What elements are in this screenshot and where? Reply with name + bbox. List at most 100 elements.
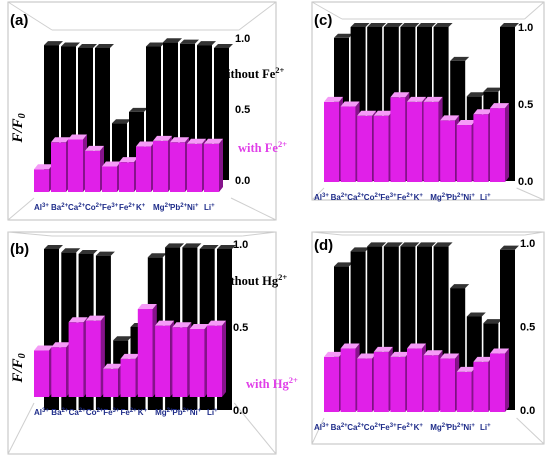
bar-with <box>407 348 422 412</box>
bar-with <box>68 322 84 397</box>
perspective-edge <box>311 187 325 201</box>
bar-with <box>423 101 439 182</box>
y-tick-label: 1.0 <box>233 239 248 251</box>
y-tick-label: 0.0 <box>235 175 250 187</box>
bar-with-top <box>423 350 443 356</box>
bar-without-top <box>417 242 436 247</box>
bar-with-top <box>324 96 343 102</box>
perspective-edge <box>7 1 53 31</box>
y-tick-label: 0.0 <box>233 405 248 417</box>
perspective-edge <box>516 187 545 201</box>
category-label: Pb2+ <box>172 408 190 417</box>
bar-with-top <box>340 101 360 107</box>
bar-with-top <box>373 110 393 116</box>
bar-with-top <box>440 353 460 359</box>
bar-with-side <box>505 348 509 412</box>
category-label: Ba2+ <box>51 203 69 212</box>
perspective-edge <box>7 197 35 221</box>
bar-without-top <box>367 23 387 27</box>
bar-with <box>155 325 171 397</box>
category-label: Co2+ <box>364 423 382 432</box>
bar-without-top <box>500 245 519 250</box>
bar-with <box>207 325 222 397</box>
bar-without-top <box>466 92 486 97</box>
panel-letter: (a) <box>10 12 28 29</box>
category-label: Mg2+ <box>155 408 174 417</box>
bar-with-top <box>357 110 377 116</box>
y-tick-label: 1.0 <box>520 238 535 250</box>
category-label: K+ <box>414 423 424 432</box>
legend-without: without Fe2+ <box>218 65 285 81</box>
bar-without-top <box>78 43 97 48</box>
bar-with <box>85 150 100 192</box>
y-tick-label: 1.0 <box>518 22 533 34</box>
bar-with-top <box>51 137 70 143</box>
y-tick-label: 0.0 <box>520 405 535 417</box>
bar-with <box>440 358 456 412</box>
bar-with <box>204 143 219 192</box>
bar-without-top <box>483 87 503 92</box>
bar-with <box>34 169 49 192</box>
bar-without-top <box>112 119 131 124</box>
y-axis-label: F/F0 <box>10 353 28 383</box>
bar-with-top <box>34 345 53 351</box>
y-tick-label: 0.5 <box>518 99 533 111</box>
bar-without-top <box>334 262 353 267</box>
perspective-edge <box>233 402 277 455</box>
bar-without-top <box>400 242 420 247</box>
legend-with: with Hg2+ <box>246 375 298 391</box>
category-label: Ca2+ <box>68 203 86 212</box>
panel-frame <box>7 1 277 221</box>
bar-with <box>340 348 356 412</box>
bar-with-top <box>136 141 155 147</box>
bar-with <box>490 108 505 182</box>
bar-without-top <box>129 107 148 112</box>
category-label: Fe3+ <box>380 193 397 202</box>
y-tick-label: 0.5 <box>520 322 535 334</box>
bar-without-top <box>182 243 202 248</box>
bar-without-top <box>146 42 165 47</box>
bar-with-top <box>120 353 140 359</box>
bar-with <box>136 146 151 192</box>
bar-with-top <box>456 366 476 372</box>
category-label: K+ <box>138 408 148 417</box>
bar-with <box>473 361 489 412</box>
bar-with-top <box>357 353 377 359</box>
category-label: Mg2+ <box>153 203 172 212</box>
bar-without-top <box>466 312 486 317</box>
perspective-edge <box>230 197 277 221</box>
perspective-edge <box>311 1 343 20</box>
bar-with-top <box>407 343 426 349</box>
bar-without-top <box>383 242 403 247</box>
category-label: Fe2+ <box>397 193 414 202</box>
bar-without-top <box>483 319 503 324</box>
bar-with-top <box>187 138 206 144</box>
bar-with-top <box>324 351 343 357</box>
bar-with-top <box>473 109 493 115</box>
bar-with <box>137 309 153 397</box>
bar-with-side <box>505 103 509 182</box>
bar-with-top <box>440 115 460 121</box>
bar-without-top <box>417 23 436 27</box>
bar-with <box>490 353 505 412</box>
bar-with <box>172 327 188 397</box>
category-label: Co2+ <box>86 408 104 417</box>
bar-with <box>170 142 185 192</box>
perspective-edge <box>311 231 343 236</box>
bar-without-top <box>113 336 133 341</box>
bar-with-top <box>390 92 410 98</box>
legend-without: without Hg2+ <box>218 272 287 288</box>
bar-with-top <box>456 120 476 126</box>
bar-with <box>85 320 101 397</box>
bar-without-top <box>450 56 470 61</box>
bar-with-top <box>340 343 360 349</box>
bar-with <box>189 328 205 397</box>
bar-with <box>340 106 356 182</box>
category-label: Fe3+ <box>102 203 119 212</box>
category-label: Fe3+ <box>380 423 397 432</box>
bar-with <box>102 166 117 192</box>
bar-without-top <box>500 23 519 27</box>
bar-without-top <box>350 23 370 27</box>
category-label: Ni+ <box>190 408 202 417</box>
y-tick-label: 0.5 <box>235 104 250 116</box>
